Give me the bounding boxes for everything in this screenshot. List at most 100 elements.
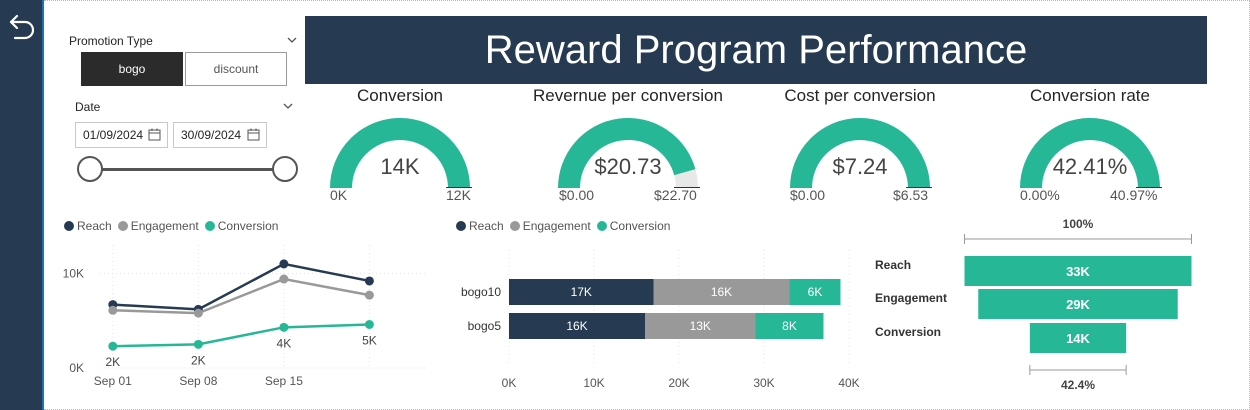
legend-label: Reach [469,219,504,233]
x-tick-label: 20K [668,376,689,390]
data-point [364,276,374,286]
series-line-conversion [112,323,370,348]
x-tick-label: 30K [753,376,774,390]
gauge-value: $20.73 [594,154,662,179]
gauge-max: 40.97% [1110,187,1158,203]
x-tick-label: 0K [502,376,517,390]
legend-item-conversion[interactable]: Conversion [596,219,670,233]
legend-label: Engagement [522,219,591,233]
data-label: 13K [690,319,711,333]
gauge-revenue-per-conversion: Revernue per conversion $20.73 $0.00 $22… [528,86,728,210]
date-start-input[interactable]: 01/09/2024 [75,122,168,148]
data-point [108,341,118,351]
calendar-icon[interactable] [247,128,260,141]
legend-dot [117,221,128,231]
legend-item-reach[interactable]: Reach [456,219,504,233]
data-point [108,305,118,315]
legend-label: Reach [77,219,112,233]
data-label: 16K [711,285,732,299]
data-label: 2K [191,353,206,367]
gauge-value: 14K [380,154,420,179]
legend-dot [456,221,466,231]
legend-dot [509,221,520,231]
gauge-max: $6.53 [893,187,929,203]
gauge-min: $0.00 [559,187,595,203]
data-label: 16K [566,319,587,333]
back-arrow-icon[interactable] [6,10,38,42]
x-tick-label: Sep 15 [265,374,303,388]
legend-dot [596,221,607,231]
bar-segment-engagement [653,279,790,305]
gauge-max: 12K [446,187,471,203]
gauge-value: 42.41% [1052,154,1128,179]
data-label: 5K [362,333,377,347]
funnel-bar-engagement [978,289,1178,319]
gauge-title: Revernue per conversion [533,86,723,105]
chevron-down-icon[interactable] [286,34,298,46]
legend-label: Engagement [130,219,199,233]
promotion-option-discount[interactable]: discount [185,52,287,86]
date-range-start-handle[interactable] [77,156,103,182]
chevron-down-icon[interactable] [282,100,294,112]
legend-item-engagement[interactable]: Engagement [117,219,199,233]
legend-dot [64,221,74,231]
category-label: Engagement [875,291,947,305]
date-start-value: 01/09/2024 [83,128,144,142]
legend-item-reach[interactable]: Reach [64,219,112,233]
gauge-fill [790,118,930,188]
series-line-engagement [112,277,370,315]
date-slicer-title: Date [75,100,101,114]
data-label: 29K [1066,297,1090,312]
gauge-title: Conversion [357,86,443,105]
gauge-arc [790,118,932,188]
data-point [193,339,203,349]
data-label: 14K [1066,331,1090,346]
calendar-icon[interactable] [148,128,161,141]
funnel-top-label: 100% [1063,217,1094,231]
gauge-conversion-rate: Conversion rate 42.41% 0.00% 40.97% [990,86,1190,210]
legend-item-engagement[interactable]: Engagement [509,219,591,233]
gauge-max: $22.70 [654,187,697,203]
data-label: 4K [277,336,292,350]
y-tick-label: 0K [69,361,84,375]
data-label: 8K [782,319,797,333]
gauge-min: 0K [330,187,348,203]
gauge-value: $7.24 [832,154,888,179]
date-end-input[interactable]: 30/09/2024 [173,122,267,148]
gauge-title: Cost per conversion [784,86,936,105]
promotion-option-bogo[interactable]: bogo [81,52,183,86]
promotion-type-title: Promotion Type [69,34,153,48]
bar-segment-conversion [789,279,841,305]
bar-segment-engagement [645,313,756,339]
bar-segment-reach [509,313,645,339]
date-range-track [90,168,285,171]
date-range-end-handle[interactable] [272,156,298,182]
x-tick-label: Sep 01 [94,374,132,388]
legend-label: Conversion [217,219,279,233]
gauge-cost-per-conversion: Cost per conversion $7.24 $0.00 $6.53 [760,86,960,210]
date-end-value: 30/09/2024 [181,128,242,142]
funnel-bar-reach [964,256,1192,286]
data-point [193,308,203,318]
gauge-fill [330,118,470,188]
bar-chart-legend[interactable]: Reach Engagement Conversion [456,219,670,233]
left-rail [0,0,44,410]
gauge-arc [558,118,700,188]
funnel-chart: 100% 33K Reach 29K Engagement 14K Conversion 42… [875,217,1192,392]
legend-item-conversion[interactable]: Conversion [204,219,279,233]
data-point [279,259,289,269]
funnel-bar-conversion [1029,323,1127,353]
x-tick-label: 40K [838,376,859,390]
gauge-arc [330,118,472,188]
legend-dot [204,221,215,231]
data-label: 33K [1066,264,1090,279]
category-label: Reach [875,258,911,272]
line-chart: 0K 10K Sep 01 Sep 08 Sep 15 2K 2K 4K 5K [63,245,425,388]
category-label: bogo5 [468,319,502,333]
data-point [364,319,374,329]
gauge-fill [1020,118,1160,188]
line-chart-legend[interactable]: Reach Engagement Conversion [64,219,278,233]
category-label: Conversion [875,325,941,339]
bar-segment-conversion [755,313,824,339]
category-label: bogo10 [461,285,501,299]
